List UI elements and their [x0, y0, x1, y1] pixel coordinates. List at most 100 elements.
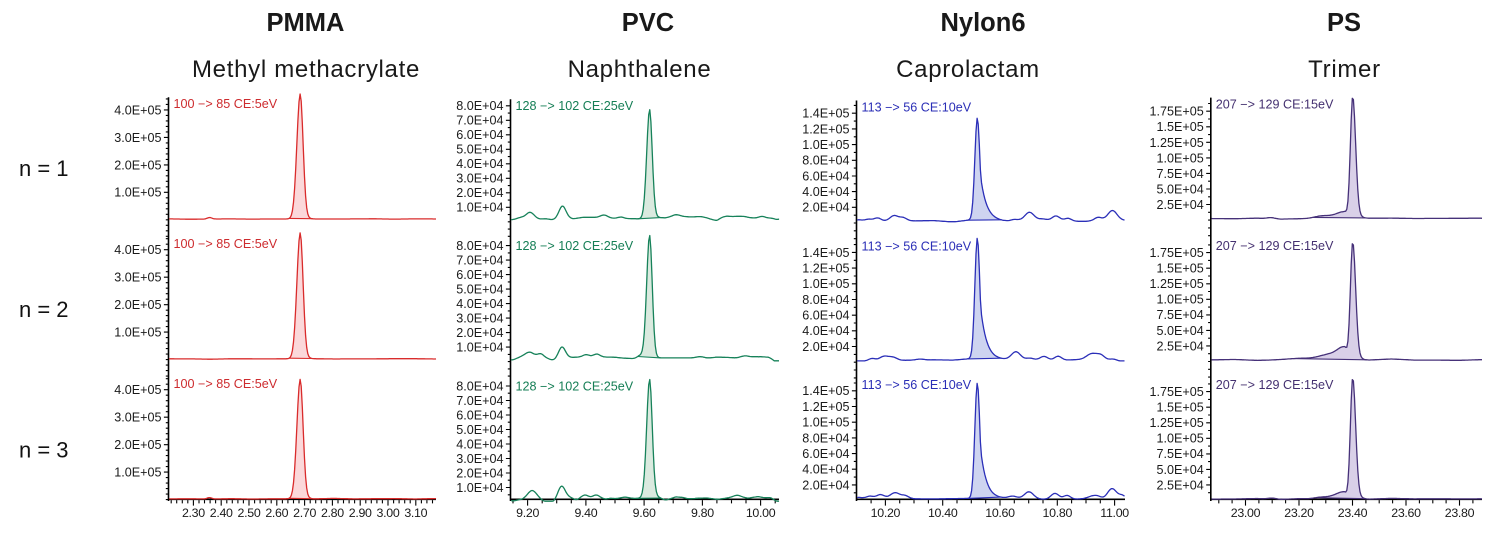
svg-text:5.0E+04: 5.0E+04 [1157, 182, 1204, 196]
svg-text:10.80: 10.80 [1043, 506, 1073, 520]
svg-text:1.25E+05: 1.25E+05 [1150, 136, 1204, 150]
svg-text:Methyl methacrylate: Methyl methacrylate [192, 56, 420, 83]
svg-text:1.4E+05: 1.4E+05 [802, 384, 849, 398]
svg-text:1.0E+05: 1.0E+05 [1157, 293, 1204, 307]
svg-text:4.0E+04: 4.0E+04 [456, 437, 503, 451]
svg-text:n = 3: n = 3 [19, 438, 69, 463]
svg-text:2.5E+04: 2.5E+04 [1157, 478, 1204, 492]
svg-text:Naphthalene: Naphthalene [568, 56, 712, 83]
svg-text:6.0E+04: 6.0E+04 [802, 447, 849, 461]
svg-text:3.0E+05: 3.0E+05 [114, 411, 161, 425]
svg-text:1.0E+05: 1.0E+05 [802, 416, 849, 430]
svg-text:10.20: 10.20 [871, 506, 901, 520]
svg-text:4.0E+04: 4.0E+04 [456, 157, 503, 171]
svg-text:23.80: 23.80 [1445, 506, 1475, 520]
svg-text:2.0E+04: 2.0E+04 [802, 478, 849, 492]
svg-text:2.50: 2.50 [238, 506, 261, 520]
svg-text:10.60: 10.60 [985, 506, 1015, 520]
svg-text:1.0E+05: 1.0E+05 [1157, 432, 1204, 446]
svg-text:1.0E+05: 1.0E+05 [114, 466, 161, 480]
svg-text:128 −> 102 CE:25eV: 128 −> 102 CE:25eV [516, 379, 634, 393]
svg-text:1.75E+05: 1.75E+05 [1150, 385, 1204, 399]
svg-text:n = 2: n = 2 [19, 297, 69, 322]
svg-text:2.90: 2.90 [349, 506, 372, 520]
svg-text:1.0E+04: 1.0E+04 [456, 481, 503, 495]
svg-text:1.5E+05: 1.5E+05 [1157, 120, 1204, 134]
svg-text:2.0E+05: 2.0E+05 [114, 158, 161, 172]
svg-text:Nylon6: Nylon6 [940, 9, 1025, 37]
svg-text:113 −> 56 CE:10eV: 113 −> 56 CE:10eV [862, 100, 972, 114]
svg-text:9.20: 9.20 [516, 506, 539, 520]
svg-text:23.20: 23.20 [1284, 506, 1314, 520]
svg-text:1.0E+04: 1.0E+04 [456, 201, 503, 215]
svg-text:3.10: 3.10 [404, 506, 427, 520]
svg-text:7.5E+04: 7.5E+04 [1157, 447, 1204, 461]
svg-text:8.0E+04: 8.0E+04 [802, 154, 849, 168]
svg-text:4.0E+04: 4.0E+04 [802, 324, 849, 338]
svg-text:3.0E+04: 3.0E+04 [456, 172, 503, 186]
svg-text:2.0E+04: 2.0E+04 [802, 340, 849, 354]
svg-text:4.0E+05: 4.0E+05 [114, 243, 161, 257]
svg-text:PMMA: PMMA [267, 9, 345, 37]
svg-text:2.5E+04: 2.5E+04 [1157, 339, 1204, 353]
svg-text:1.5E+05: 1.5E+05 [1157, 401, 1204, 415]
svg-text:7.0E+04: 7.0E+04 [456, 394, 503, 408]
svg-text:2.0E+04: 2.0E+04 [456, 466, 503, 480]
svg-text:10.40: 10.40 [928, 506, 958, 520]
svg-text:1.2E+05: 1.2E+05 [802, 400, 849, 414]
svg-text:7.5E+04: 7.5E+04 [1157, 308, 1204, 322]
svg-text:4.0E+04: 4.0E+04 [802, 185, 849, 199]
svg-text:10.00: 10.00 [746, 506, 776, 520]
svg-text:9.80: 9.80 [691, 506, 714, 520]
svg-text:6.0E+04: 6.0E+04 [802, 169, 849, 183]
svg-text:11.00: 11.00 [1100, 506, 1129, 520]
svg-text:1.0E+05: 1.0E+05 [114, 326, 161, 340]
svg-text:4.0E+05: 4.0E+05 [114, 103, 161, 117]
svg-text:8.0E+04: 8.0E+04 [802, 431, 849, 445]
svg-text:1.25E+05: 1.25E+05 [1150, 416, 1204, 430]
svg-text:6.0E+04: 6.0E+04 [456, 268, 503, 282]
svg-text:3.0E+05: 3.0E+05 [114, 131, 161, 145]
svg-text:128 −> 102 CE:25eV: 128 −> 102 CE:25eV [516, 99, 634, 113]
svg-text:1.4E+05: 1.4E+05 [802, 107, 849, 121]
svg-text:7.5E+04: 7.5E+04 [1157, 167, 1204, 181]
svg-text:2.30: 2.30 [182, 506, 205, 520]
svg-text:2.0E+04: 2.0E+04 [456, 326, 503, 340]
svg-text:1.2E+05: 1.2E+05 [802, 122, 849, 136]
svg-text:PS: PS [1327, 9, 1361, 37]
svg-text:5.0E+04: 5.0E+04 [456, 423, 503, 437]
svg-text:23.00: 23.00 [1231, 506, 1261, 520]
svg-text:2.0E+05: 2.0E+05 [114, 298, 161, 312]
svg-text:8.0E+04: 8.0E+04 [456, 379, 503, 393]
svg-text:1.75E+05: 1.75E+05 [1150, 105, 1204, 119]
svg-text:1.4E+05: 1.4E+05 [802, 246, 849, 260]
svg-text:2.70: 2.70 [293, 506, 316, 520]
svg-text:1.0E+05: 1.0E+05 [114, 186, 161, 200]
svg-text:100 −> 85 CE:5eV: 100 −> 85 CE:5eV [174, 237, 278, 251]
svg-text:6.0E+04: 6.0E+04 [802, 309, 849, 323]
svg-text:3.0E+04: 3.0E+04 [456, 312, 503, 326]
svg-text:2.80: 2.80 [321, 506, 344, 520]
svg-text:3.0E+05: 3.0E+05 [114, 271, 161, 285]
svg-text:4.0E+04: 4.0E+04 [456, 297, 503, 311]
svg-text:1.2E+05: 1.2E+05 [802, 262, 849, 276]
svg-text:1.25E+05: 1.25E+05 [1150, 277, 1204, 291]
svg-text:6.0E+04: 6.0E+04 [456, 408, 503, 422]
svg-text:2.0E+05: 2.0E+05 [114, 438, 161, 452]
svg-text:7.0E+04: 7.0E+04 [456, 114, 503, 128]
svg-text:5.0E+04: 5.0E+04 [1157, 324, 1204, 338]
svg-text:23.60: 23.60 [1391, 506, 1421, 520]
svg-text:Trimer: Trimer [1308, 56, 1381, 83]
svg-text:100 −> 85 CE:5eV: 100 −> 85 CE:5eV [174, 377, 278, 391]
svg-text:2.0E+04: 2.0E+04 [802, 201, 849, 215]
svg-text:7.0E+04: 7.0E+04 [456, 254, 503, 268]
svg-text:3.0E+04: 3.0E+04 [456, 452, 503, 466]
svg-text:9.40: 9.40 [574, 506, 597, 520]
svg-text:3.00: 3.00 [377, 506, 400, 520]
svg-text:207 −> 129 CE:15eV: 207 −> 129 CE:15eV [1216, 239, 1334, 253]
svg-text:1.0E+05: 1.0E+05 [1157, 151, 1204, 165]
svg-text:Caprolactam: Caprolactam [896, 56, 1040, 83]
svg-text:8.0E+04: 8.0E+04 [802, 293, 849, 307]
svg-text:1.0E+05: 1.0E+05 [802, 277, 849, 291]
svg-text:9.60: 9.60 [633, 506, 656, 520]
